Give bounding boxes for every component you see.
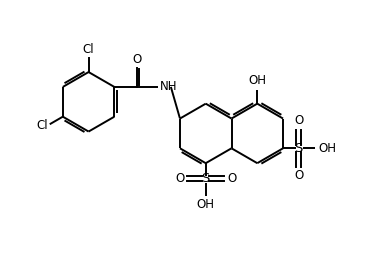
Text: S: S <box>294 142 303 155</box>
Text: O: O <box>175 172 184 185</box>
Text: O: O <box>294 114 303 127</box>
Text: Cl: Cl <box>83 43 94 56</box>
Text: Cl: Cl <box>37 118 48 131</box>
Text: OH: OH <box>248 74 266 87</box>
Text: S: S <box>201 172 210 185</box>
Text: NH: NH <box>160 80 177 93</box>
Text: O: O <box>133 53 142 66</box>
Text: OH: OH <box>197 198 215 211</box>
Text: O: O <box>294 170 303 182</box>
Text: O: O <box>227 172 236 185</box>
Text: OH: OH <box>318 142 336 155</box>
